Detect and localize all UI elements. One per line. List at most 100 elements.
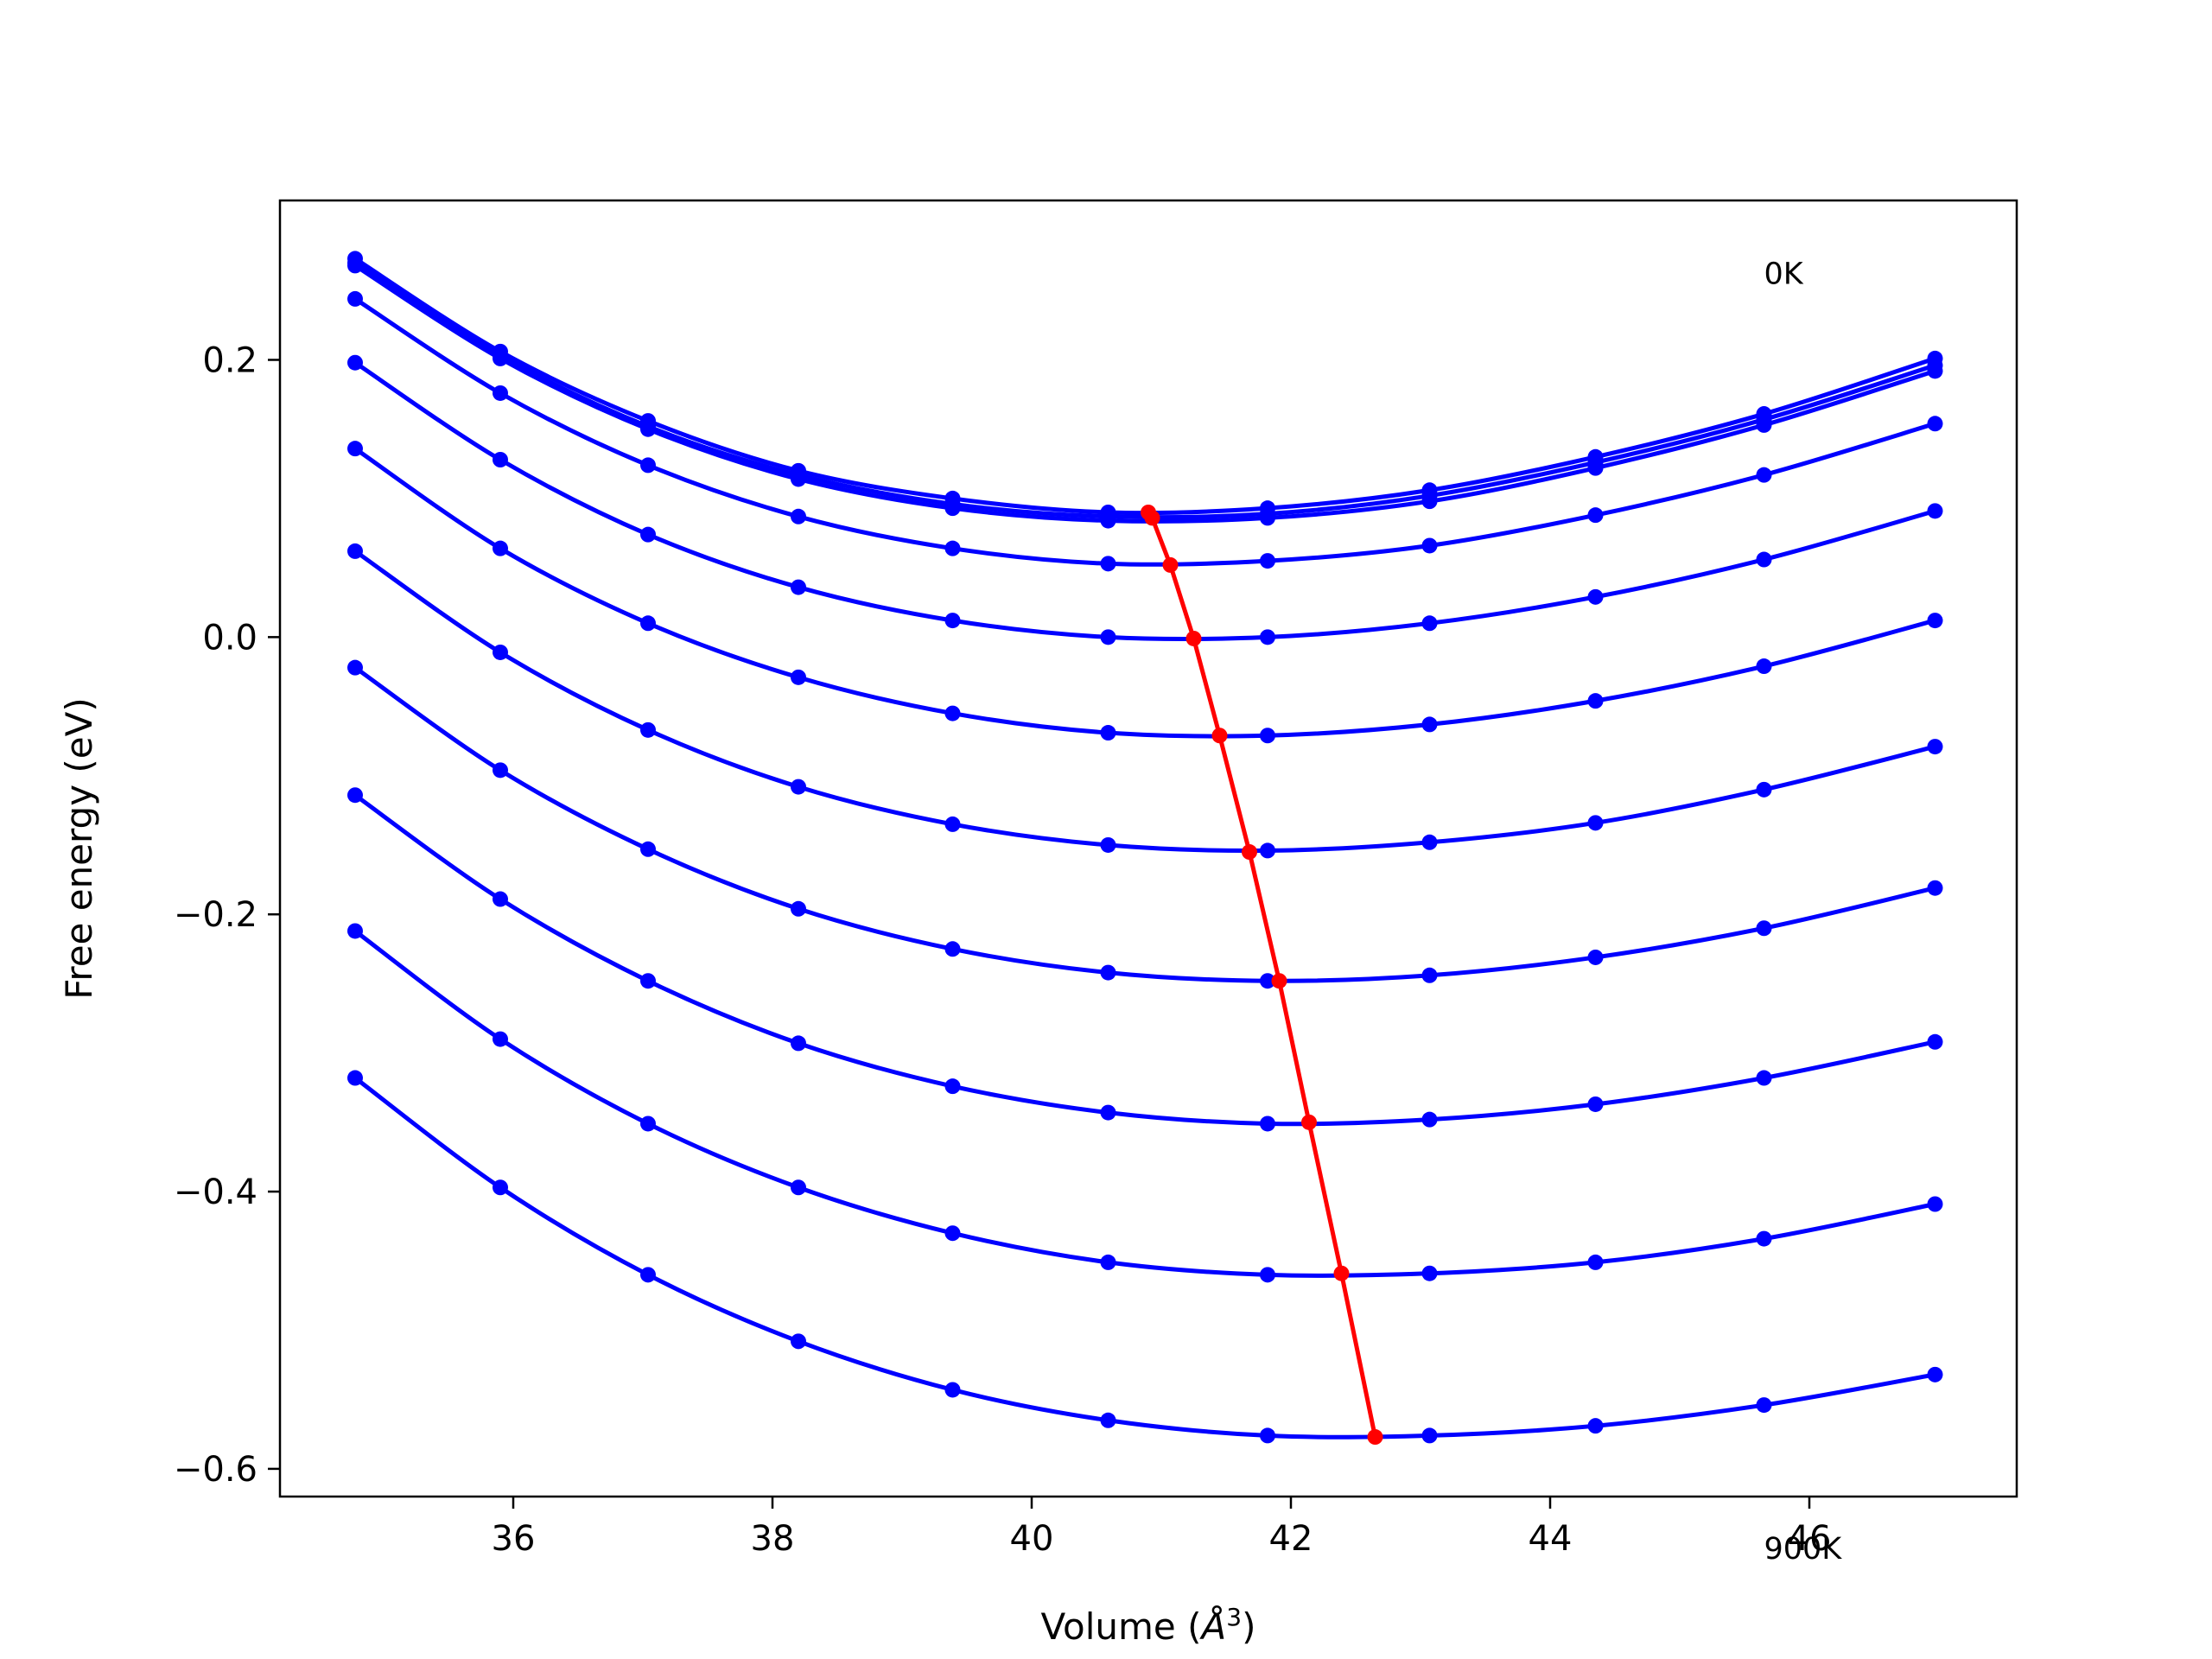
minimum-point	[1242, 844, 1257, 861]
data-point	[347, 923, 363, 939]
series-7	[347, 659, 1943, 989]
data-point	[1756, 920, 1772, 937]
data-point	[640, 526, 656, 543]
data-point	[347, 1070, 363, 1086]
data-point	[944, 816, 961, 832]
data-point	[944, 613, 961, 629]
data-point	[1421, 967, 1438, 983]
data-point	[1100, 725, 1116, 741]
data-point	[347, 659, 363, 676]
series-5	[347, 441, 1943, 744]
data-point	[1756, 1070, 1772, 1086]
plot-frame	[278, 199, 2018, 1498]
annotations: 0K 900K	[1764, 257, 1843, 1567]
data-point	[791, 579, 806, 595]
data-point	[1260, 510, 1275, 526]
data-point	[1260, 973, 1275, 989]
data-point	[1927, 1196, 1943, 1212]
annotation-label: 900K	[1764, 1532, 1843, 1567]
data-point	[1421, 834, 1438, 850]
x-axis-label: Volume (Å3)	[1041, 1603, 1256, 1649]
data-point	[944, 941, 961, 957]
data-point	[640, 457, 656, 474]
data-point	[1421, 1427, 1438, 1444]
data-point	[1927, 416, 1943, 432]
series-9	[347, 923, 1943, 1283]
data-point	[347, 257, 363, 274]
data-point	[1587, 693, 1604, 709]
data-point	[1260, 553, 1275, 569]
series-3	[347, 290, 1943, 572]
data-point	[1756, 416, 1772, 433]
data-point	[1260, 629, 1275, 645]
data-point	[1927, 1033, 1943, 1050]
minimum-point	[1333, 1265, 1350, 1281]
data-point	[640, 615, 656, 632]
y-axis-ticks: 0.2 0.0 −0.2 −0.4 −0.6	[174, 340, 280, 1490]
data-point	[1260, 728, 1275, 744]
minimum-energy-path	[1141, 504, 1383, 1446]
x-tick-label: 38	[751, 1519, 795, 1559]
data-point	[791, 900, 806, 917]
data-point	[1260, 842, 1275, 859]
data-point	[1927, 1366, 1943, 1382]
data-point	[493, 452, 508, 467]
data-point	[1756, 467, 1772, 483]
data-point	[640, 1267, 656, 1283]
data-point	[944, 1078, 961, 1095]
data-point	[640, 1116, 656, 1132]
x-tick-label: 36	[492, 1519, 536, 1559]
data-point	[791, 1333, 806, 1350]
data-point	[640, 721, 656, 738]
data-point	[347, 290, 363, 307]
data-point	[1587, 588, 1604, 605]
data-point	[1756, 1230, 1772, 1247]
data-point	[1587, 1254, 1604, 1270]
data-point	[1587, 1096, 1604, 1112]
y-tick-label: 0.2	[202, 340, 257, 380]
data-point	[1421, 1265, 1438, 1281]
data-point	[1927, 363, 1943, 379]
data-point	[1421, 1111, 1438, 1128]
data-point	[640, 973, 656, 989]
data-point	[493, 762, 508, 779]
x-tick-label: 42	[1269, 1519, 1313, 1559]
data-point	[347, 354, 363, 371]
data-point	[1587, 1418, 1604, 1434]
minimum-point	[1185, 630, 1202, 646]
data-point	[1587, 815, 1604, 831]
data-point	[944, 500, 961, 517]
temperature-curves	[347, 251, 1943, 1444]
y-axis-label: Free energy (eV)	[58, 697, 100, 1000]
data-point	[791, 508, 806, 524]
annotation-label: 0K	[1764, 257, 1804, 291]
data-point	[1100, 629, 1116, 645]
data-point	[944, 1382, 961, 1398]
data-point	[791, 1035, 806, 1052]
data-point	[791, 471, 806, 487]
data-point	[1260, 1267, 1275, 1283]
data-point	[493, 540, 508, 556]
x-axis-ticks: 36 38 40 42 44 46	[492, 1497, 1831, 1559]
data-point	[1100, 512, 1116, 529]
data-point	[1587, 507, 1604, 524]
data-point	[1587, 949, 1604, 965]
data-point	[493, 1031, 508, 1047]
data-point	[791, 1179, 806, 1196]
data-point	[1260, 1116, 1275, 1132]
series-6	[347, 543, 1943, 859]
minimum-point	[1301, 1114, 1317, 1130]
x-tick-label: 40	[1010, 1519, 1054, 1559]
series-8	[347, 787, 1943, 1132]
data-point	[944, 1225, 961, 1242]
data-point	[1927, 880, 1943, 896]
data-point	[1100, 964, 1116, 981]
minimum-point	[1367, 1429, 1383, 1446]
data-point	[493, 644, 508, 660]
data-point	[944, 540, 961, 556]
data-point	[1421, 615, 1438, 632]
x-tick-label: 44	[1529, 1519, 1573, 1559]
data-point	[1756, 658, 1772, 675]
